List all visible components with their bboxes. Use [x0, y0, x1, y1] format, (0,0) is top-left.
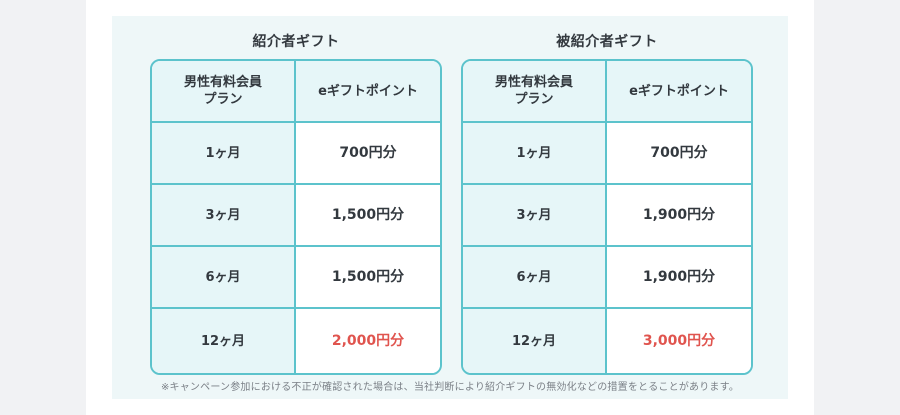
plan-cell: 3ヶ月 — [152, 185, 296, 247]
points-cell: 1,900円分 — [607, 247, 751, 309]
plan-cell: 1ヶ月 — [152, 123, 296, 185]
table-header-points: eギフトポイント — [607, 61, 751, 123]
plan-cell: 6ヶ月 — [152, 247, 296, 309]
disclaimer-note: ※キャンペーン参加における不正が確認された場合は、当社判断により紹介ギフトの無効… — [160, 382, 740, 393]
points-cell-highlight: 2,000円分 — [296, 309, 440, 373]
referrer-gift-title: 紹介者ギフト — [252, 34, 340, 50]
plan-cell: 12ヶ月 — [152, 309, 296, 373]
points-cell: 1,900円分 — [607, 185, 751, 247]
points-cell: 700円分 — [607, 123, 751, 185]
points-cell: 700円分 — [296, 123, 440, 185]
referrer-gift-table: 男性有料会員 プラン eギフトポイント 1ヶ月 700円分 3ヶ月 1,500円… — [150, 59, 442, 375]
points-cell: 1,500円分 — [296, 247, 440, 309]
table-header-plan: 男性有料会員 プラン — [463, 61, 607, 123]
table-header-points: eギフトポイント — [296, 61, 440, 123]
referee-gift-title: 被紹介者ギフト — [556, 34, 658, 50]
gift-panel: 紹介者ギフト 男性有料会員 プラン eギフトポイント 1ヶ月 700円分 3ヶ月… — [112, 16, 788, 399]
plan-cell: 1ヶ月 — [463, 123, 607, 185]
table-header-plan: 男性有料会員 プラン — [152, 61, 296, 123]
points-cell-highlight: 3,000円分 — [607, 309, 751, 373]
referee-gift-table: 男性有料会員 プラン eギフトポイント 1ヶ月 700円分 3ヶ月 1,900円… — [461, 59, 753, 375]
plan-cell: 6ヶ月 — [463, 247, 607, 309]
plan-cell: 12ヶ月 — [463, 309, 607, 373]
points-cell: 1,500円分 — [296, 185, 440, 247]
plan-cell: 3ヶ月 — [463, 185, 607, 247]
